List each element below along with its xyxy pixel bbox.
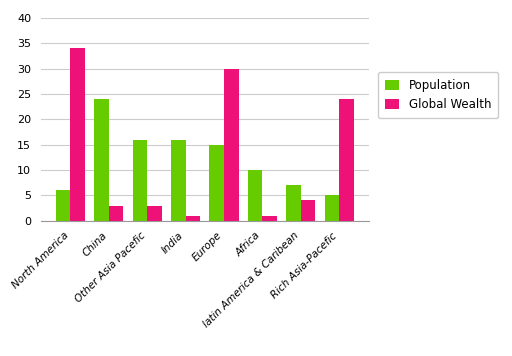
Bar bbox=[71, 48, 85, 221]
Bar bbox=[147, 205, 162, 221]
Bar bbox=[262, 216, 277, 221]
Bar bbox=[339, 99, 354, 221]
Bar bbox=[171, 140, 186, 221]
Bar bbox=[56, 190, 71, 221]
Bar bbox=[301, 200, 315, 221]
Legend: Population, Global Wealth: Population, Global Wealth bbox=[378, 72, 498, 118]
Bar bbox=[94, 99, 109, 221]
Bar bbox=[109, 205, 123, 221]
Bar bbox=[209, 145, 224, 221]
Bar bbox=[325, 195, 339, 221]
Bar bbox=[186, 216, 200, 221]
Bar bbox=[248, 170, 262, 221]
Bar bbox=[133, 140, 147, 221]
Bar bbox=[224, 68, 239, 221]
Bar bbox=[286, 185, 301, 221]
